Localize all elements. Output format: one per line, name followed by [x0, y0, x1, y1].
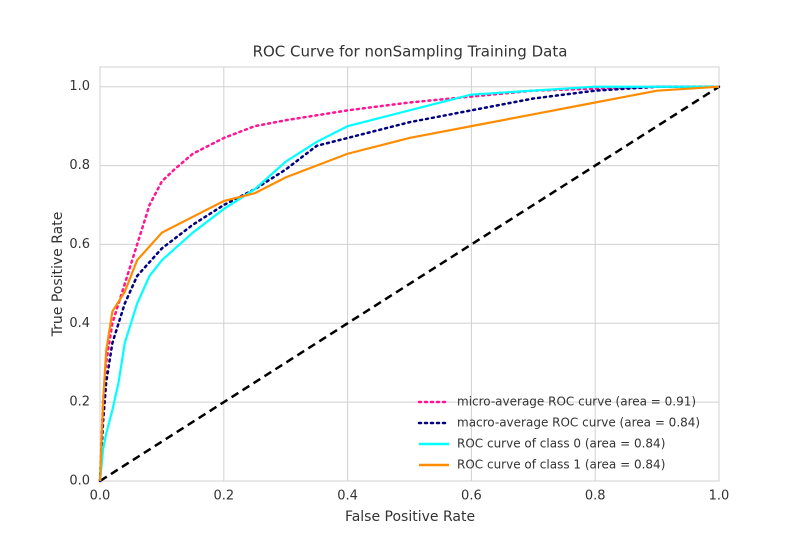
- y-tick-label: 0.4: [69, 316, 90, 331]
- plot-frame: [99, 66, 720, 482]
- y-tick-label: 0.2: [69, 395, 90, 410]
- y-tick-label: 0.0: [69, 474, 90, 489]
- series-line: [98, 85, 721, 483]
- y-axis-label: True Positive Rate: [50, 212, 66, 338]
- series-line: [99, 85, 720, 483]
- series-line: [98, 85, 719, 482]
- chart-title: ROC Curve for nonSampling Training Data: [253, 43, 568, 61]
- series-line: [98, 85, 720, 482]
- y-tick-label: 1.0: [69, 79, 90, 94]
- x-axis-label: False Positive Rate: [345, 509, 475, 525]
- legend-label: ROC curve of class 0 (area = 0.84): [457, 437, 665, 451]
- legend-label: ROC curve of class 1 (area = 0.84): [457, 458, 665, 472]
- y-tick-label: 0.6: [69, 237, 90, 252]
- x-tick-label: 0.6: [461, 489, 482, 504]
- x-tick-label: 0.2: [213, 489, 234, 504]
- legend-label: micro-average ROC curve (area = 0.91): [457, 395, 696, 409]
- x-tick-label: 0.0: [90, 489, 111, 504]
- y-tick-label: 0.8: [69, 158, 90, 173]
- legend-label: macro-average ROC curve (area = 0.84): [457, 416, 700, 430]
- x-tick-label: 0.8: [585, 489, 606, 504]
- x-tick-label: 1.0: [709, 489, 730, 504]
- x-tick-label: 0.4: [337, 489, 358, 504]
